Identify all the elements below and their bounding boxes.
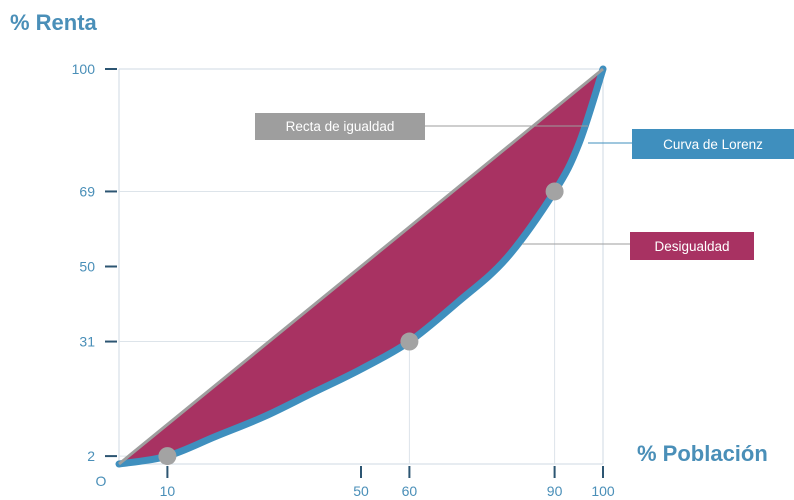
- lorenz-label: Curva de Lorenz: [632, 129, 794, 159]
- y-tick-label-1: 31: [79, 334, 95, 350]
- x-axis-title: % Población: [637, 441, 768, 466]
- x-tick-label-3: 90: [547, 483, 563, 499]
- highlight-point-0: [158, 447, 177, 466]
- highlight-point-2: [545, 182, 564, 201]
- origin-label: O: [96, 473, 107, 489]
- x-tick-label-2: 60: [402, 483, 418, 499]
- x-tick-label-0: 10: [160, 483, 176, 499]
- axis-ticks: 2 31 50 69 100 10 50 60 90 100 O: [72, 61, 615, 499]
- y-tick-label-4: 100: [72, 61, 96, 77]
- highlight-point-1: [400, 332, 419, 351]
- inequality-label: Desigualdad: [630, 232, 754, 260]
- equality-line: [118, 67, 604, 466]
- y-tick-label-0: 2: [87, 448, 95, 464]
- x-tick-label-1: 50: [353, 483, 369, 499]
- equality-label: Recta de igualdad: [255, 113, 425, 140]
- x-tick-label-4: 100: [591, 483, 615, 499]
- y-tick-label-3: 69: [79, 183, 95, 199]
- y-axis-title: % Renta: [10, 10, 97, 35]
- y-tick-label-2: 50: [79, 259, 95, 275]
- highlight-points: [158, 182, 564, 466]
